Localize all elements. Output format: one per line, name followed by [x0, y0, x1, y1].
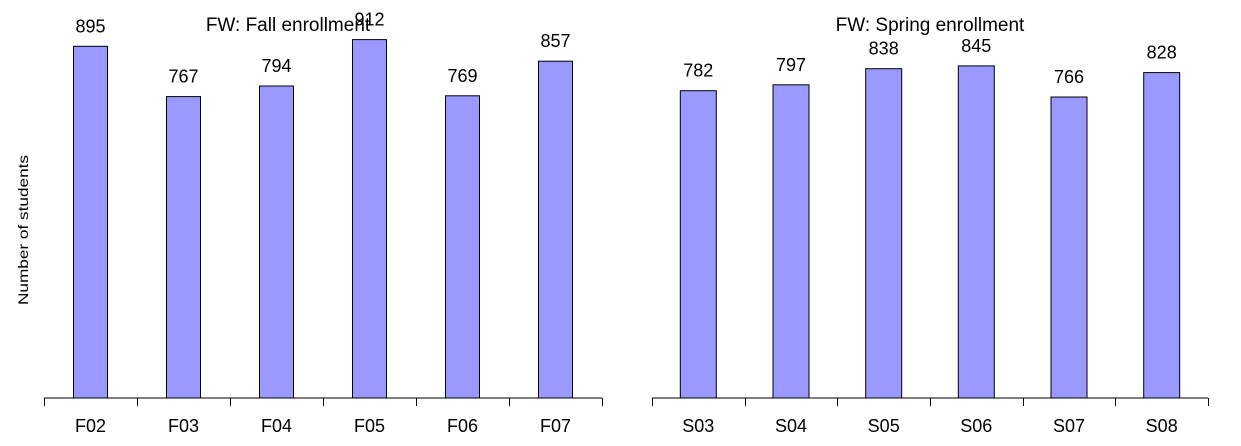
spring-bar-s06: [957, 65, 995, 399]
fall-bars: 895 767 794 912 769 857: [73, 10, 573, 399]
fall-bar-f04: [259, 85, 294, 399]
spring-x-axis: S03 S04 S05 S06 S07 S08: [652, 397, 1209, 436]
spring-tick-label-s08: S08: [1146, 416, 1178, 436]
fall-bar-f02: [73, 45, 108, 399]
spring-tick-label-s06: S06: [960, 416, 992, 436]
spring-enrollment-chart: FW: Spring enrollment 782 797 838 845 766 828…: [652, 15, 1209, 436]
fall-chart-ylabel: Number of students: [15, 155, 31, 305]
spring-value-label-s04: 797: [776, 55, 806, 75]
spring-value-label-s05: 838: [869, 39, 899, 59]
fall-bar-f05: [352, 39, 387, 399]
fall-value-label-f03: 767: [168, 67, 198, 87]
spring-tick-label-s05: S05: [868, 416, 900, 436]
spring-value-label-s07: 766: [1054, 67, 1084, 87]
spring-bars: 782 797 838 845 766 828: [679, 36, 1181, 399]
fall-enrollment-chart: FW: Fall enrollment Number of students 8…: [15, 10, 603, 436]
fall-tick-label-f05: F05: [354, 416, 385, 436]
fall-tick-label-f04: F04: [261, 416, 292, 436]
spring-value-label-s08: 828: [1147, 43, 1177, 63]
spring-tick-label-s04: S04: [775, 416, 807, 436]
spring-tick-label-s03: S03: [682, 416, 714, 436]
spring-bar-s04: [772, 84, 810, 399]
fall-value-label-f04: 794: [261, 56, 291, 76]
spring-bar-s03: [679, 90, 717, 399]
spring-bar-s08: [1143, 72, 1181, 399]
fall-value-label-f07: 857: [540, 31, 570, 51]
spring-value-label-s06: 845: [961, 36, 991, 56]
fall-chart-title: FW: Fall enrollment: [206, 15, 371, 36]
fall-value-label-f06: 769: [447, 66, 477, 86]
fall-value-label-f02: 895: [75, 16, 105, 36]
fall-tick-label-f02: F02: [75, 416, 106, 436]
fall-bar-f07: [538, 60, 573, 399]
fall-x-axis: F02 F03 F04 F05 F06 F07: [44, 397, 603, 436]
fall-bar-f03: [166, 96, 201, 399]
spring-value-label-s03: 782: [683, 61, 713, 81]
spring-tick-label-s07: S07: [1053, 416, 1085, 436]
spring-bar-s07: [1050, 96, 1088, 399]
spring-chart-title: FW: Spring enrollment: [836, 15, 1025, 36]
fall-value-label-f05: 912: [354, 10, 384, 30]
spring-bar-s05: [865, 68, 903, 399]
fall-tick-label-f07: F07: [540, 416, 571, 436]
fall-bar-f06: [445, 95, 480, 399]
fall-tick-label-f06: F06: [447, 416, 478, 436]
fall-tick-label-f03: F03: [168, 416, 199, 436]
